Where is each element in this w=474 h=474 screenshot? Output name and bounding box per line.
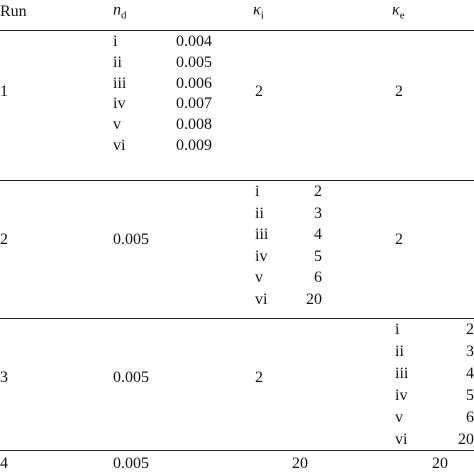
case-value: 0.007 <box>176 95 212 113</box>
case-label: vi <box>395 431 408 448</box>
case-label: i <box>113 33 118 50</box>
column-header: nd <box>113 2 127 21</box>
case-label: vi <box>113 137 126 154</box>
case-value: 4 <box>466 365 474 382</box>
cell-value: 0.005 <box>113 455 149 472</box>
column-header: Run <box>0 3 27 20</box>
case-value: 2 <box>314 183 322 200</box>
case-value: 6 <box>466 409 474 426</box>
case-label: iv <box>255 247 268 265</box>
case-label: iv <box>113 95 126 113</box>
symbol: n <box>113 1 121 19</box>
case-label: iii <box>113 74 127 92</box>
case-value: 3 <box>466 343 474 360</box>
case-value: 0.004 <box>176 33 212 50</box>
case-label: v <box>395 409 403 426</box>
column-header: κi <box>253 2 264 21</box>
case-value: 3 <box>314 204 322 222</box>
rule <box>0 318 474 319</box>
case-label: vi <box>255 291 268 308</box>
rule <box>0 450 474 451</box>
symbol: κ <box>253 1 261 19</box>
case-value: 0.009 <box>176 137 212 154</box>
cell-value: 0.005 <box>113 231 149 248</box>
case-value: 2 <box>466 321 474 338</box>
subscript: e <box>399 9 405 22</box>
cell-value: 2 <box>395 83 403 100</box>
cell-value: 2 <box>255 369 263 386</box>
cell-value: 20 <box>292 455 308 472</box>
run-number: 2 <box>0 231 8 248</box>
case-value: 4 <box>314 226 322 244</box>
cell-value: 0.005 <box>113 369 149 386</box>
cell-value: 2 <box>395 231 403 248</box>
case-value: 0.006 <box>176 74 212 92</box>
case-label: i <box>255 183 260 200</box>
case-label: ii <box>255 204 264 222</box>
case-label: iv <box>395 387 408 404</box>
case-label: iii <box>255 226 269 244</box>
case-label: v <box>113 116 121 134</box>
case-value: 5 <box>314 247 322 265</box>
case-label: ii <box>113 53 122 71</box>
rule <box>0 30 474 31</box>
case-value: 20 <box>458 431 474 448</box>
case-value: 20 <box>306 291 322 308</box>
case-label: ii <box>395 343 404 360</box>
symbol: κ <box>392 1 400 19</box>
run-number: 1 <box>0 83 8 100</box>
case-value: 0.008 <box>176 116 212 134</box>
subscript: d <box>121 9 127 22</box>
cell-value: 2 <box>255 83 263 100</box>
case-label: iii <box>395 365 409 382</box>
case-label: v <box>255 269 263 287</box>
rule <box>0 180 474 181</box>
column-header: κe <box>392 2 405 21</box>
cell-value: 20 <box>432 455 448 472</box>
case-value: 5 <box>466 387 474 404</box>
run-number: 4 <box>0 455 8 472</box>
case-value: 6 <box>314 269 322 287</box>
case-value: 0.005 <box>176 53 212 71</box>
case-label: i <box>395 321 400 338</box>
subscript: i <box>260 9 264 22</box>
run-number: 3 <box>0 369 8 386</box>
